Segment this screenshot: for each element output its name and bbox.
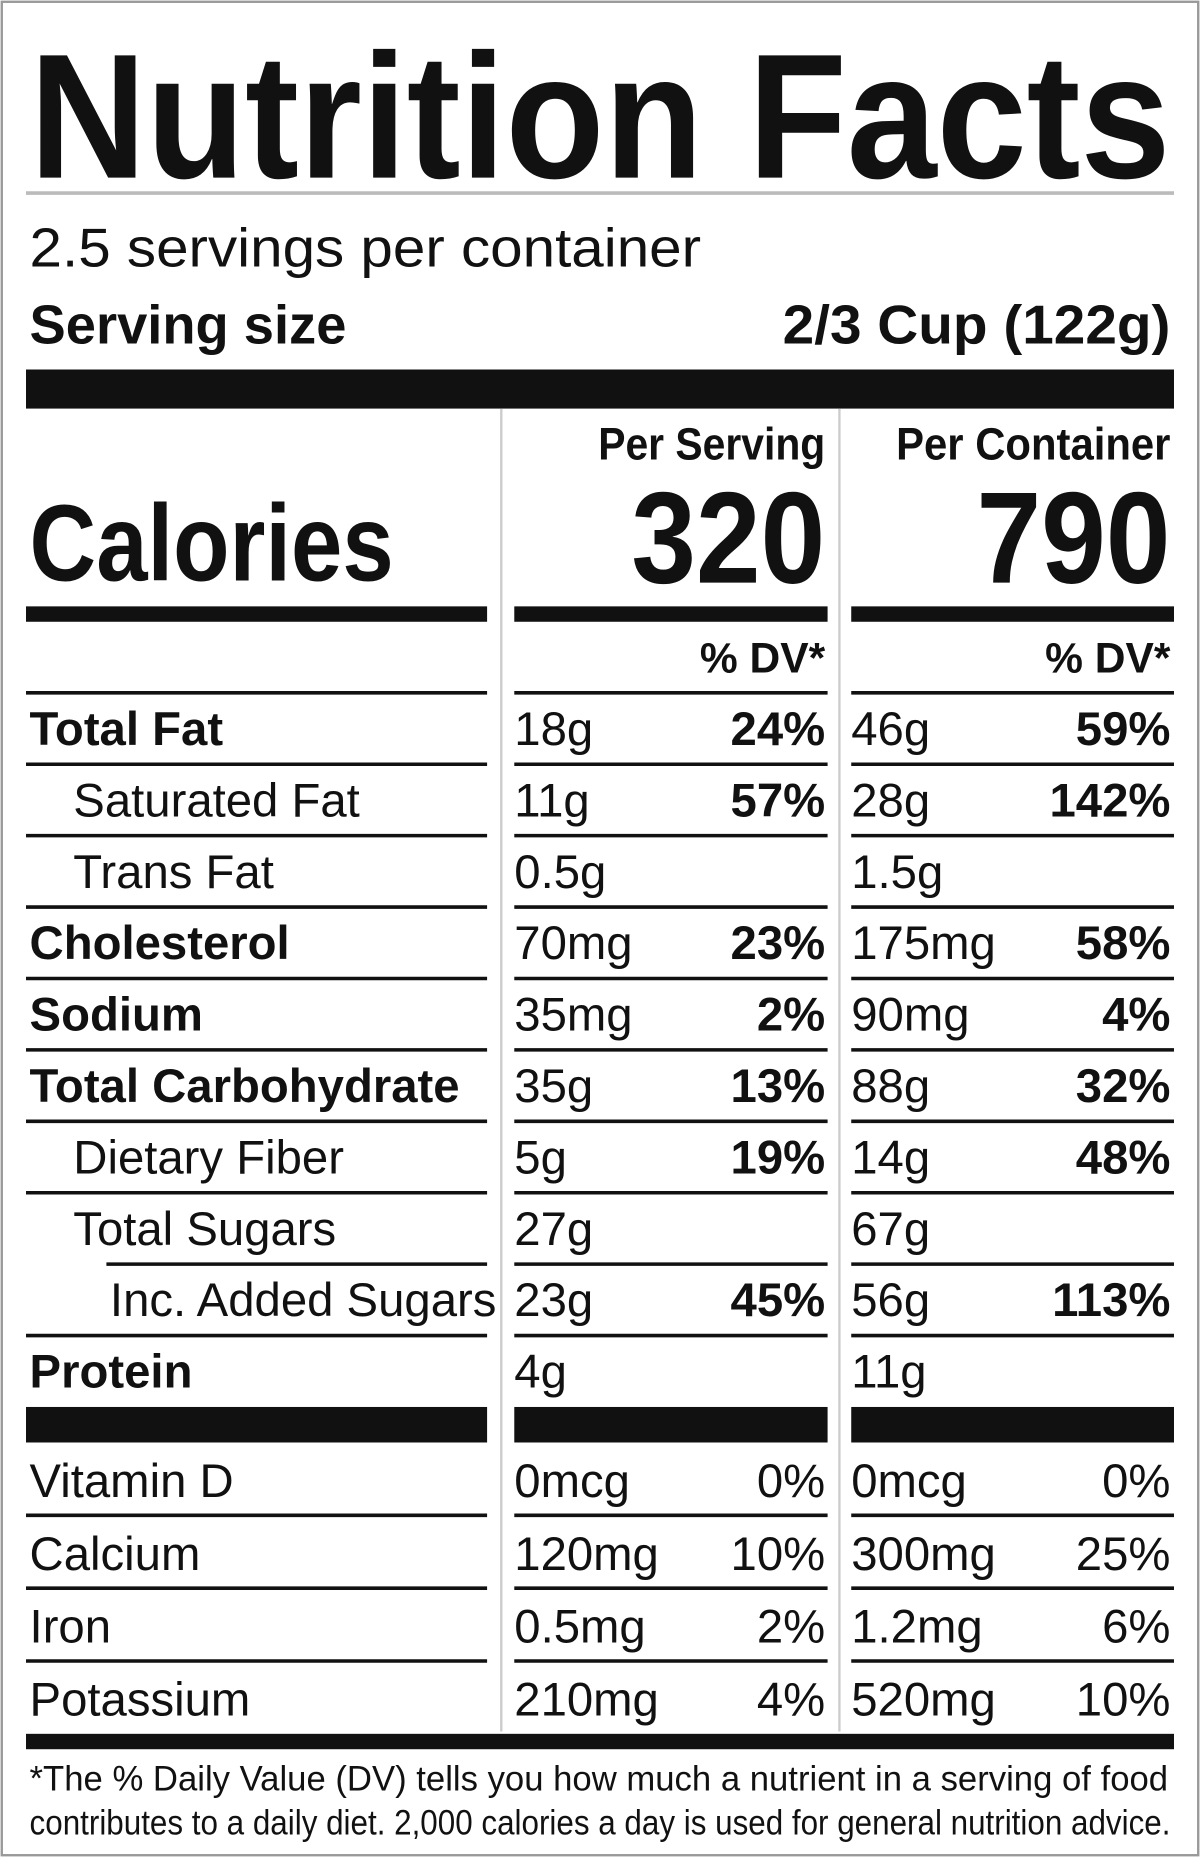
amount: 18g	[514, 703, 593, 756]
amount: 14g	[851, 1131, 930, 1184]
vitamin-name: Potassium	[30, 1673, 251, 1726]
vitamin-name: Vitamin D	[30, 1455, 234, 1508]
daily-value: 23%	[731, 917, 826, 970]
title: Nutrition Facts	[30, 17, 1171, 216]
nutrient-name: Inc. Added Sugars	[110, 1274, 496, 1327]
amount: 46g	[851, 703, 930, 756]
thick-bar	[851, 606, 1174, 622]
thick-bar	[514, 1406, 828, 1443]
amount: 175mg	[851, 917, 996, 970]
daily-value: 4%	[1102, 989, 1170, 1042]
daily-value: 19%	[731, 1131, 826, 1184]
servings: 2.5 servings per container	[30, 217, 702, 278]
per-container-header: Per Container	[896, 418, 1170, 469]
amount: 11g	[851, 1346, 926, 1399]
serving-size-label: Serving size	[30, 294, 347, 355]
daily-value: 0%	[1102, 1455, 1170, 1508]
daily-value: 4%	[757, 1673, 825, 1726]
daily-value: 58%	[1076, 917, 1171, 970]
calories-label: Calories	[30, 482, 394, 604]
thick-bar	[26, 369, 1174, 409]
amount: 0mcg	[514, 1455, 630, 1508]
thick-bar	[514, 606, 828, 622]
amount: 4g	[514, 1346, 567, 1399]
amount: 70mg	[514, 917, 632, 970]
nutrient-name: Total Fat	[30, 703, 224, 756]
nutrient-name: Total Carbohydrate	[30, 1060, 460, 1113]
amount: 210mg	[514, 1673, 659, 1726]
serving-size-value: 2/3 Cup (122g)	[783, 294, 1171, 355]
thick-bar	[26, 606, 488, 622]
daily-value: 142%	[1049, 774, 1170, 827]
nutrient-name: Trans Fat	[73, 846, 274, 899]
amount: 67g	[851, 1203, 930, 1256]
amount: 0.5g	[514, 846, 606, 899]
amount: 23g	[514, 1274, 593, 1327]
thick-bar	[26, 1733, 1174, 1750]
nutrient-name: Total Sugars	[73, 1203, 336, 1256]
per-serving-header: Per Serving	[598, 418, 825, 469]
daily-value: 48%	[1076, 1131, 1171, 1184]
amount: 90mg	[851, 989, 969, 1042]
daily-value: 2%	[757, 1601, 825, 1654]
amount: 35g	[514, 1060, 593, 1113]
daily-value: 13%	[731, 1060, 826, 1113]
dv-header: % DV*	[1045, 635, 1171, 683]
amount: 520mg	[851, 1673, 996, 1726]
amount: 88g	[851, 1060, 930, 1113]
amount: 5g	[514, 1131, 567, 1184]
amount: 0.5mg	[514, 1601, 645, 1654]
thick-bar	[851, 1406, 1174, 1443]
amount: 28g	[851, 774, 930, 827]
amount: 120mg	[514, 1528, 659, 1581]
amount: 35mg	[514, 989, 632, 1042]
daily-value: 10%	[731, 1528, 826, 1581]
dv-header: % DV*	[700, 635, 826, 683]
nutrient-name: Protein	[30, 1346, 193, 1399]
amount: 1.5g	[851, 846, 943, 899]
daily-value: 24%	[731, 703, 826, 756]
calories-per-container: 790	[977, 465, 1171, 611]
amount: 11g	[514, 774, 589, 827]
amount: 300mg	[851, 1528, 996, 1581]
daily-value: 57%	[731, 774, 826, 827]
amount: 56g	[851, 1274, 930, 1327]
daily-value: 2%	[757, 989, 825, 1042]
footnote: *The % Daily Value (DV) tells you how mu…	[30, 1759, 1169, 1799]
nutrient-name: Saturated Fat	[73, 774, 360, 827]
vitamin-name: Iron	[30, 1601, 111, 1654]
amount: 0mcg	[851, 1455, 967, 1508]
calories-per-serving: 320	[631, 465, 825, 611]
daily-value: 32%	[1076, 1060, 1171, 1113]
nutrient-name: Sodium	[30, 989, 203, 1042]
daily-value: 10%	[1076, 1673, 1171, 1726]
daily-value: 6%	[1102, 1601, 1170, 1654]
thick-bar	[26, 1406, 488, 1443]
footnote: contributes to a daily diet. 2,000 calor…	[30, 1802, 1171, 1842]
daily-value: 59%	[1076, 703, 1171, 756]
daily-value: 113%	[1052, 1274, 1170, 1327]
daily-value: 25%	[1076, 1528, 1171, 1581]
vitamin-name: Calcium	[30, 1528, 201, 1581]
nutrient-name: Dietary Fiber	[73, 1131, 344, 1184]
amount: 27g	[514, 1203, 593, 1256]
daily-value: 0%	[757, 1455, 825, 1508]
daily-value: 45%	[731, 1274, 826, 1327]
amount: 1.2mg	[851, 1601, 982, 1654]
nutrient-name: Cholesterol	[30, 917, 290, 970]
